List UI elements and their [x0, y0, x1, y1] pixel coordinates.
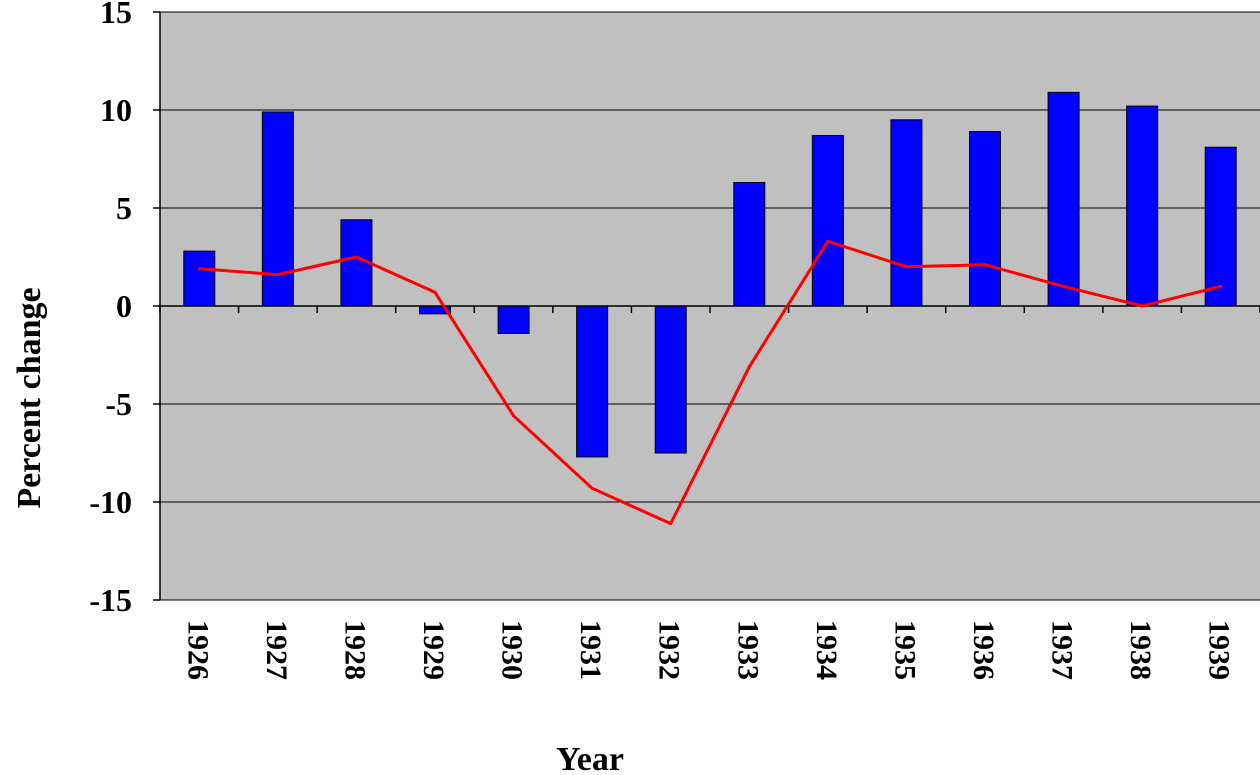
x-tick-label: 1938	[1124, 620, 1157, 680]
y-tick-label: 5	[116, 190, 132, 226]
line-point-1933	[747, 365, 751, 369]
x-tick-label: 1931	[574, 620, 607, 680]
axes	[153, 11, 1260, 601]
bar-1935	[890, 119, 923, 307]
line-point-1931	[590, 486, 594, 490]
x-tick-label: 1936	[967, 620, 1000, 680]
line-point-1936	[983, 263, 987, 267]
bar-1926	[183, 250, 216, 307]
x-tick-label: 1932	[653, 620, 686, 680]
bar-1932	[654, 305, 687, 454]
bar-1927	[261, 111, 294, 307]
x-tick-labels: 1926 1927 1928 1929 1930 1931 1932 1933 1934 1935…	[181, 620, 1235, 680]
line-point-1938	[1140, 304, 1144, 308]
line-point-1929	[433, 290, 437, 294]
line-point-1926	[197, 267, 201, 271]
line-point-1932	[669, 522, 673, 526]
y-tick-label: 15	[100, 0, 132, 30]
y-tick-labels: 15 10 5 0 -5 -10 -15	[89, 0, 132, 618]
bar-1934	[811, 134, 844, 307]
x-tick-label: 1928	[338, 620, 371, 680]
line-point-1928	[354, 255, 358, 259]
x-tick-label: 1929	[417, 620, 450, 680]
line-point-1934	[826, 239, 830, 243]
gridlines	[160, 11, 1260, 601]
y-tick-label: -15	[89, 582, 132, 618]
x-tick-label: 1935	[888, 620, 921, 680]
y-axis-title: Percent change	[11, 287, 48, 508]
line-point-1939	[1219, 284, 1223, 288]
bar-1937	[1047, 91, 1080, 307]
x-tick-label: 1939	[1203, 620, 1236, 680]
bar-1939	[1204, 146, 1237, 307]
line-point-1935	[904, 265, 908, 269]
bar-1938	[1126, 105, 1159, 307]
x-tick-label: 1933	[731, 620, 764, 680]
line-series	[197, 239, 1223, 526]
x-tick-label: 1930	[496, 620, 529, 680]
line-point-1930	[512, 414, 516, 418]
bar-1936	[969, 131, 1001, 307]
x-tick-label: 1934	[810, 620, 843, 680]
y-tick-label: 0	[116, 288, 132, 324]
x-axis-title: Year	[556, 741, 624, 775]
y-tick-label: 10	[100, 92, 132, 128]
x-tick-label: 1937	[1046, 620, 1079, 680]
bar-1931	[576, 305, 609, 458]
x-tick-label: 1926	[181, 620, 214, 680]
bar-1933	[733, 182, 766, 307]
line-point-1937	[1062, 284, 1066, 288]
bar-series	[183, 91, 1237, 458]
line-point-1927	[276, 273, 280, 277]
y-tick-label: -10	[89, 484, 132, 520]
y-tick-label: -5	[105, 386, 132, 422]
bar-1930	[497, 305, 530, 334]
line-series-path	[199, 239, 1222, 526]
x-tick-label: 1927	[260, 620, 293, 680]
